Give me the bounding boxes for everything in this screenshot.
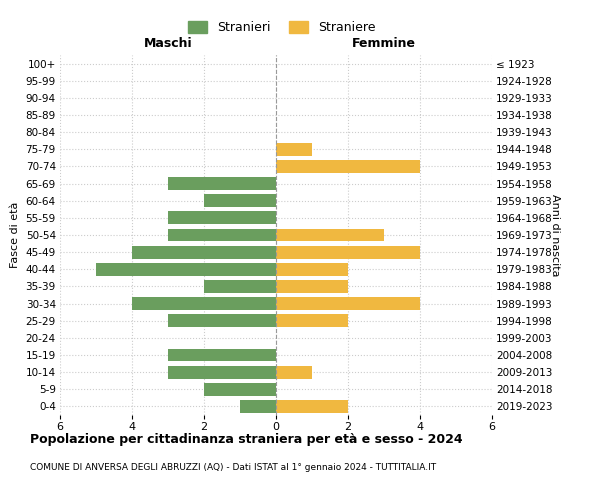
Y-axis label: Fasce di età: Fasce di età [10,202,20,268]
Bar [276,246,420,258]
Text: Maschi: Maschi [143,37,193,50]
Bar [204,280,276,293]
Bar [276,314,348,327]
Text: Popolazione per cittadinanza straniera per età e sesso - 2024: Popolazione per cittadinanza straniera p… [30,432,463,446]
Bar [168,366,276,378]
Bar [276,263,348,276]
Bar [276,160,420,173]
Bar [276,366,312,378]
Bar [168,348,276,362]
Bar [168,314,276,327]
Text: COMUNE DI ANVERSA DEGLI ABRUZZI (AQ) - Dati ISTAT al 1° gennaio 2024 - TUTTITALI: COMUNE DI ANVERSA DEGLI ABRUZZI (AQ) - D… [30,462,436,471]
Legend: Stranieri, Straniere: Stranieri, Straniere [184,16,380,40]
Bar [276,400,348,413]
Bar [276,297,420,310]
Bar [132,246,276,258]
Bar [96,263,276,276]
Bar [168,212,276,224]
Bar [168,177,276,190]
Bar [168,228,276,241]
Bar [240,400,276,413]
Bar [204,194,276,207]
Y-axis label: Anni di nascita: Anni di nascita [550,194,560,276]
Text: Femmine: Femmine [352,37,416,50]
Bar [132,297,276,310]
Bar [276,228,384,241]
Bar [204,383,276,396]
Bar [276,143,312,156]
Bar [276,280,348,293]
